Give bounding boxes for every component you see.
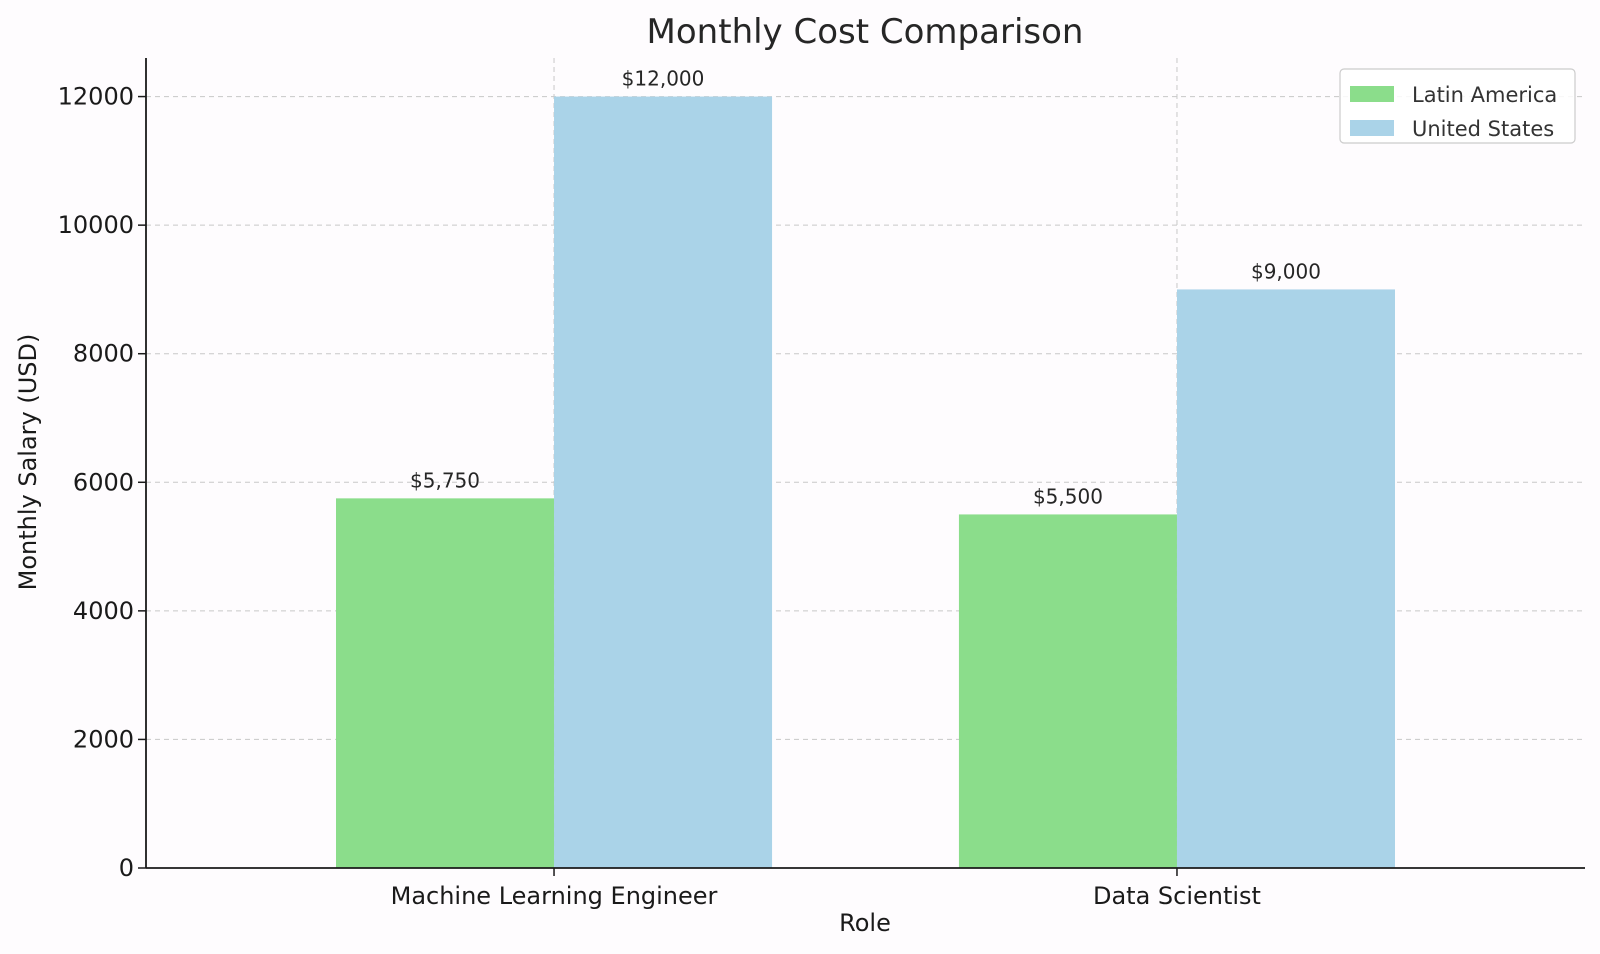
x-tick-label: Data Scientist	[1093, 882, 1261, 910]
legend-label: United States	[1412, 117, 1554, 141]
y-axis-label: Monthly Salary (USD)	[14, 334, 42, 591]
y-tick-label: 12000	[58, 83, 134, 111]
x-tick-label: Machine Learning Engineer	[391, 882, 718, 910]
y-tick-label: 2000	[73, 725, 134, 753]
bars	[335, 96, 1396, 869]
bar	[554, 96, 773, 869]
legend: Latin America United States	[1339, 68, 1576, 144]
y-tick-label: 6000	[73, 468, 134, 496]
bar-value-label: $12,000	[622, 67, 705, 91]
data-labels: $5,750 $5,500 $12,000 $9,000	[410, 67, 1321, 509]
x-axis-label: Role	[839, 909, 891, 937]
legend-label: Latin America	[1412, 83, 1557, 107]
legend-box	[1339, 68, 1576, 144]
axes: 0 2000 4000 6000 8000 10000 12000 Machine Learn…	[58, 58, 1585, 910]
chart-title: Monthly Cost Comparison	[647, 12, 1084, 52]
bar-value-label: $5,750	[410, 468, 480, 492]
bar	[958, 514, 1177, 868]
y-tick-label: 0	[119, 854, 134, 882]
bar	[335, 498, 555, 868]
y-tick-label: 10000	[58, 211, 134, 239]
bar-value-label: $9,000	[1251, 259, 1321, 283]
y-tick-label: 4000	[73, 597, 134, 625]
bar-value-label: $5,500	[1033, 484, 1103, 508]
y-tick-label: 8000	[73, 340, 134, 368]
legend-swatch	[1350, 120, 1394, 136]
legend-swatch	[1350, 86, 1394, 102]
bar	[1176, 289, 1396, 868]
